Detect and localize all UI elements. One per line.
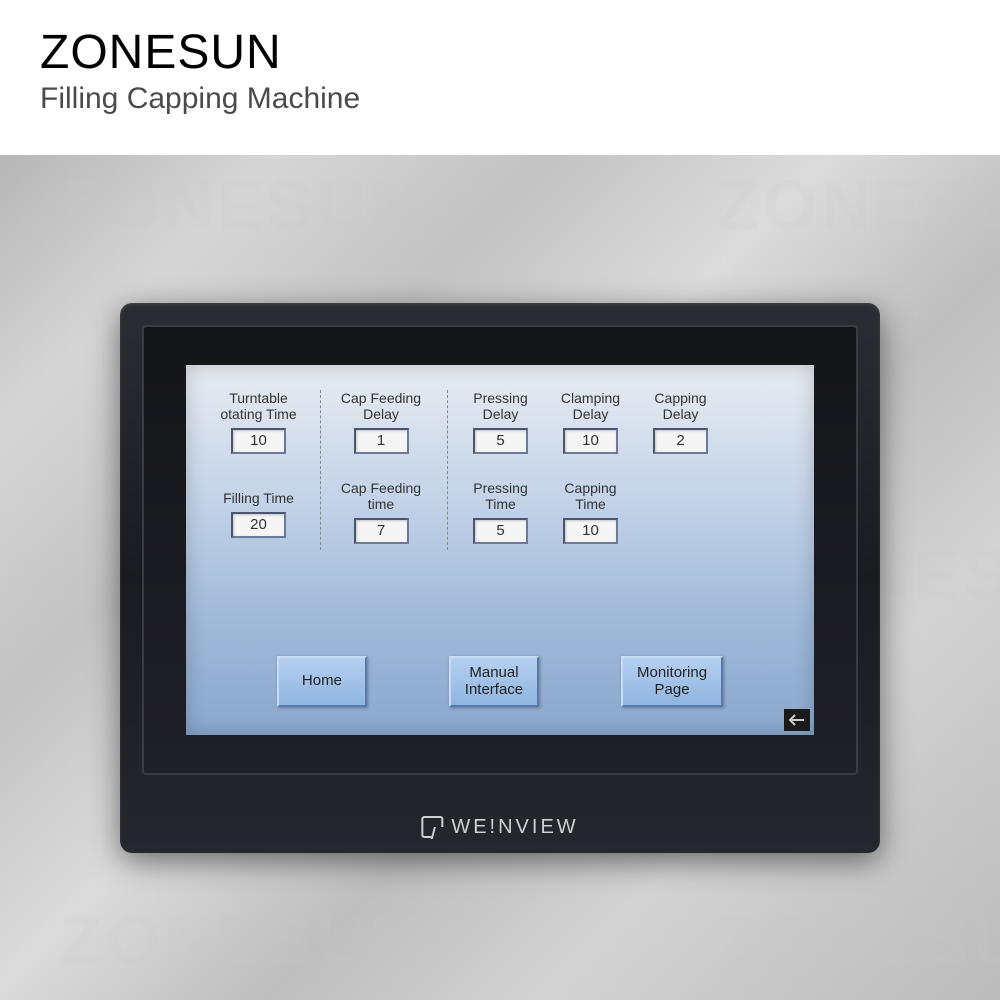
param-input-turntable[interactable]: 10 <box>231 428 286 454</box>
product-header: ZONESUN Filling Capping Machine <box>0 0 1000 155</box>
param-input-pressing-time[interactable]: 5 <box>473 518 528 544</box>
divider <box>447 390 448 550</box>
arrow-left-icon <box>789 714 805 726</box>
device-brand-text: WE!NVIEW <box>451 816 578 839</box>
divider <box>320 390 321 550</box>
param-label: Cap Feeding Delay <box>331 390 431 422</box>
brand-title: ZONESUN <box>40 25 960 80</box>
watermark: ZONESUN <box>60 900 423 980</box>
param-capping-time: Capping Time 10 <box>548 480 633 544</box>
parameters-area: Turntable otating Time 10 Cap Feeding De… <box>186 380 814 620</box>
touchscreen[interactable]: Turntable otating Time 10 Cap Feeding De… <box>186 365 814 735</box>
param-clamping-delay: Clamping Delay 10 <box>548 390 633 454</box>
param-cap-feeding-time: Cap Feeding time 7 <box>331 480 431 544</box>
home-button[interactable]: Home <box>277 656 367 707</box>
screen-bezel: Turntable otating Time 10 Cap Feeding De… <box>142 325 858 775</box>
param-label: Cap Feeding time <box>331 480 431 512</box>
param-input-pressing-delay[interactable]: 5 <box>473 428 528 454</box>
param-label: Filling Time <box>206 490 311 506</box>
param-cap-feeding-delay: Cap Feeding Delay 1 <box>331 390 431 454</box>
param-label: Turntable otating Time <box>206 390 311 422</box>
param-capping-delay: Capping Delay 2 <box>638 390 723 454</box>
param-filling-time: Filling Time 20 <box>206 490 311 538</box>
param-input-cap-feeding-delay[interactable]: 1 <box>354 428 409 454</box>
weinview-logo-icon <box>421 816 443 838</box>
param-input-filling-time[interactable]: 20 <box>231 512 286 538</box>
param-label: Clamping Delay <box>548 390 633 422</box>
monitoring-page-button[interactable]: Monitoring Page <box>621 656 723 707</box>
param-label: Capping Delay <box>638 390 723 422</box>
param-label: Pressing Delay <box>458 390 543 422</box>
watermark: ZONESUN <box>717 900 1000 980</box>
param-input-cap-feeding-time[interactable]: 7 <box>354 518 409 544</box>
metal-background: ZONESUN ZONESUN ZONESUN ZONESUN ZONESUN … <box>0 155 1000 1000</box>
device-brand-logo: WE!NVIEW <box>421 816 578 839</box>
manual-interface-button[interactable]: Manual Interface <box>449 656 539 707</box>
watermark: ZONESUN <box>60 165 423 245</box>
param-input-clamping-delay[interactable]: 10 <box>563 428 618 454</box>
param-input-capping-time[interactable]: 10 <box>563 518 618 544</box>
watermark: ZONESUN <box>717 165 1000 245</box>
param-label: Pressing Time <box>458 480 543 512</box>
hmi-device-frame: Turntable otating Time 10 Cap Feeding De… <box>120 303 880 853</box>
param-label: Capping Time <box>548 480 633 512</box>
param-turntable-time: Turntable otating Time 10 <box>206 390 311 454</box>
navigation-buttons: Home Manual Interface Monitoring Page <box>186 656 814 707</box>
param-input-capping-delay[interactable]: 2 <box>653 428 708 454</box>
product-subtitle: Filling Capping Machine <box>40 82 960 116</box>
back-arrow-button[interactable] <box>784 709 810 731</box>
param-pressing-delay: Pressing Delay 5 <box>458 390 543 454</box>
param-pressing-time: Pressing Time 5 <box>458 480 543 544</box>
